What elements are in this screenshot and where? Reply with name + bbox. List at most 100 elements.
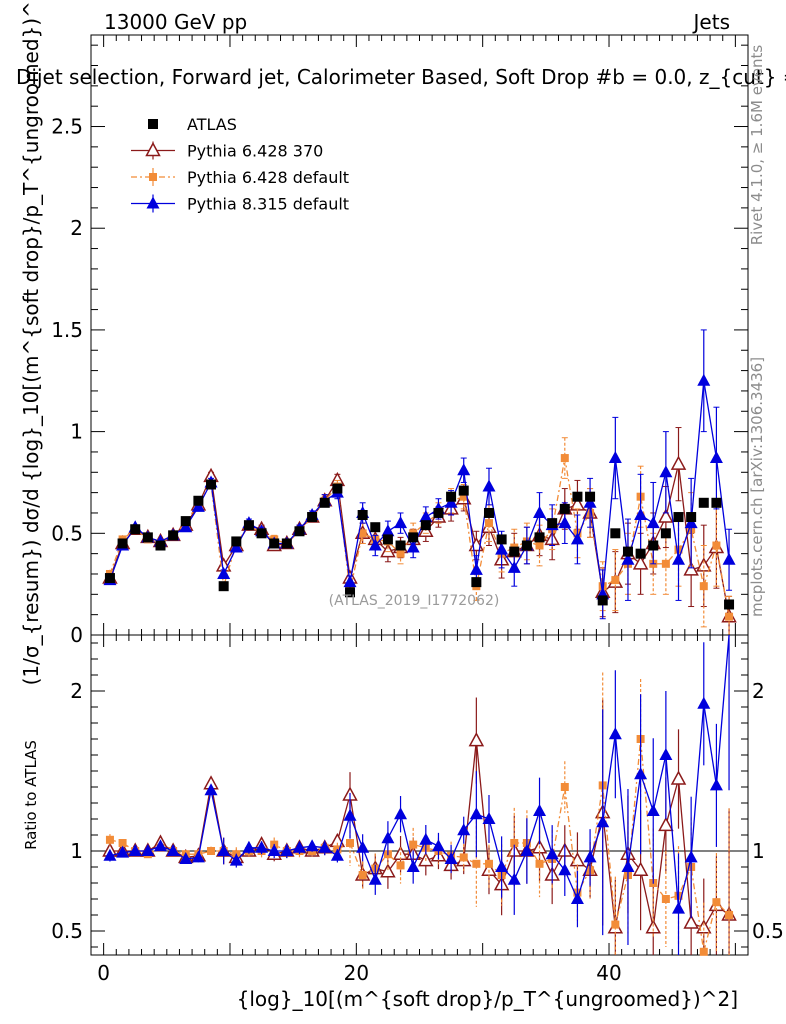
- ratio-point: [468, 732, 485, 747]
- data-point: [509, 546, 520, 557]
- chart-title: Dijet selection, Forward jet, Calorimete…: [16, 65, 786, 89]
- data-point: [469, 562, 483, 575]
- data-point: [558, 516, 572, 529]
- ratio-point: [105, 835, 114, 844]
- watermark: (ATLAS_2019_I1772062): [329, 593, 500, 609]
- ratio-frame: [90, 634, 749, 956]
- ratio-point: [712, 898, 721, 907]
- y-axis-label-main: (1/σ_{resum}) dσ/d {log}_10[(m^{soft dro…: [19, 0, 43, 685]
- ratio-point: [396, 861, 405, 870]
- data-point: [635, 548, 646, 559]
- ratio-point: [116, 845, 130, 858]
- data-point: [381, 524, 395, 537]
- data-point: [570, 532, 584, 545]
- ratio-point: [484, 859, 493, 868]
- data-point: [104, 573, 115, 584]
- y-tick-label-main: 0.5: [51, 521, 83, 545]
- data-point: [482, 479, 496, 492]
- data-point: [660, 528, 671, 539]
- data-point: [673, 512, 684, 523]
- y-tick-label-ratio-right: 0.5: [752, 919, 784, 943]
- data-point: [697, 373, 711, 386]
- data-point: [471, 577, 482, 588]
- data-point: [495, 542, 509, 555]
- data-point: [483, 507, 494, 518]
- legend-marker: [148, 119, 158, 129]
- data-point: [583, 495, 597, 508]
- data-point: [611, 576, 620, 585]
- ratio-point: [242, 840, 256, 853]
- ratio-series-2: [105, 672, 734, 956]
- data-point: [370, 522, 381, 533]
- y-tick-label-main: 2: [70, 216, 83, 240]
- ratio-point: [683, 914, 699, 929]
- ratio-point: [510, 839, 519, 847]
- data-point: [180, 516, 191, 527]
- data-point: [155, 540, 166, 551]
- data-point: [658, 508, 674, 523]
- ratio-point: [459, 853, 468, 862]
- ratio-point: [330, 848, 344, 861]
- ratio-point: [409, 840, 418, 849]
- legend-marker: [149, 173, 157, 181]
- ratio-point: [533, 804, 547, 816]
- ratio-point: [646, 804, 660, 816]
- data-point: [117, 538, 128, 549]
- data-point: [632, 555, 649, 570]
- ratio-point: [570, 892, 584, 904]
- ratio-point: [103, 848, 117, 861]
- ratio-point: [343, 808, 357, 821]
- ratio-point: [292, 840, 306, 853]
- legend-entry: Pythia 8.315 default: [187, 195, 349, 214]
- series-line: [109, 380, 730, 595]
- ratio-line: [109, 738, 730, 952]
- data-point: [229, 540, 243, 553]
- data-point: [496, 534, 507, 545]
- data-point: [357, 510, 368, 520]
- ratio-point: [658, 816, 674, 832]
- data-point: [672, 552, 686, 565]
- data-point: [332, 483, 343, 494]
- ratio-point: [217, 844, 231, 856]
- data-point: [206, 479, 217, 490]
- ratio-point: [472, 859, 481, 868]
- legend-entry: Pythia 6.428 370: [187, 142, 323, 161]
- data-point: [507, 560, 521, 573]
- energy-label: 13000 GeV pp: [104, 10, 247, 34]
- y-axis-label-ratio: Ratio to ATLAS: [22, 740, 40, 850]
- ratio-point: [725, 911, 734, 919]
- ratio-point: [346, 839, 355, 847]
- data-point: [382, 534, 393, 545]
- data-point: [608, 451, 622, 464]
- data-point: [343, 575, 357, 588]
- data-point: [521, 540, 532, 551]
- ratio-point: [699, 947, 708, 956]
- data-point: [394, 516, 408, 529]
- data-point: [193, 495, 204, 506]
- data-point: [484, 519, 493, 528]
- data-point: [559, 503, 570, 514]
- y-tick-label-main: 1.5: [51, 318, 83, 342]
- ratio-point: [267, 844, 281, 856]
- data-point: [168, 530, 179, 541]
- data-point: [661, 559, 670, 568]
- ratio-point: [368, 872, 382, 885]
- ratio-point: [632, 861, 649, 876]
- data-point: [191, 499, 205, 512]
- data-point: [231, 536, 242, 547]
- ratio-point: [255, 840, 269, 853]
- ratio-point: [229, 853, 243, 866]
- ratio-point: [596, 815, 610, 828]
- y-tick-label-ratio: 0.5: [51, 919, 83, 943]
- y-tick-label-main: 2.5: [51, 115, 83, 139]
- ratio-point: [608, 727, 622, 740]
- ratio-point: [457, 823, 471, 836]
- ratio-point: [318, 840, 332, 853]
- data-point: [380, 543, 396, 558]
- ratio-point: [621, 860, 635, 872]
- data-point: [534, 532, 545, 543]
- ratio-point: [166, 844, 180, 856]
- ratio-point: [356, 840, 370, 853]
- ratio-point: [709, 778, 723, 791]
- data-point: [345, 587, 356, 598]
